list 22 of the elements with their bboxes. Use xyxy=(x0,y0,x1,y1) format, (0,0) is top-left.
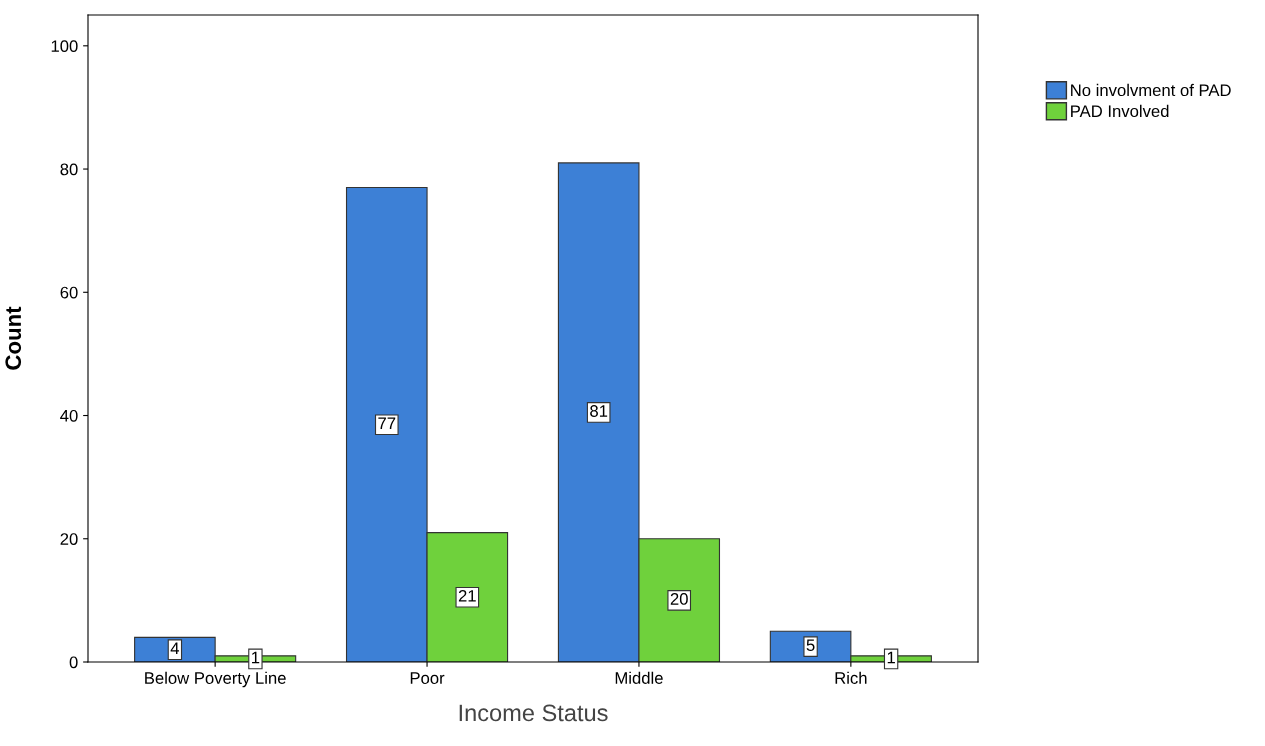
x-axis-title: Income Status xyxy=(459,704,608,722)
y-tick-label: 0 xyxy=(69,656,78,669)
y-tick-label: 20 xyxy=(60,533,78,545)
data-label: 5 xyxy=(806,639,815,652)
data-label: 1 xyxy=(887,651,895,664)
x-tick-label: Rich xyxy=(835,671,867,684)
data-label: 4 xyxy=(170,642,180,654)
y-tick-label: 80 xyxy=(60,163,78,176)
legend-label: PAD Involved xyxy=(1071,104,1169,118)
y-axis-title: Count xyxy=(5,306,22,370)
legend-label: No involvment of PAD xyxy=(1071,83,1231,97)
data-label: 1 xyxy=(252,651,260,664)
x-tick-label: Poor xyxy=(410,672,445,684)
data-label: 81 xyxy=(590,405,608,417)
y-tick-label: 40 xyxy=(60,409,78,422)
data-label: 21 xyxy=(458,589,476,602)
x-tick-label: Below Poverty Line xyxy=(145,671,286,688)
data-label: 77 xyxy=(378,417,396,430)
x-tick-label: Middle xyxy=(615,671,663,684)
y-tick-label: 100 xyxy=(51,40,78,53)
data-label: 20 xyxy=(670,593,688,605)
y-tick-label: 60 xyxy=(60,286,78,299)
